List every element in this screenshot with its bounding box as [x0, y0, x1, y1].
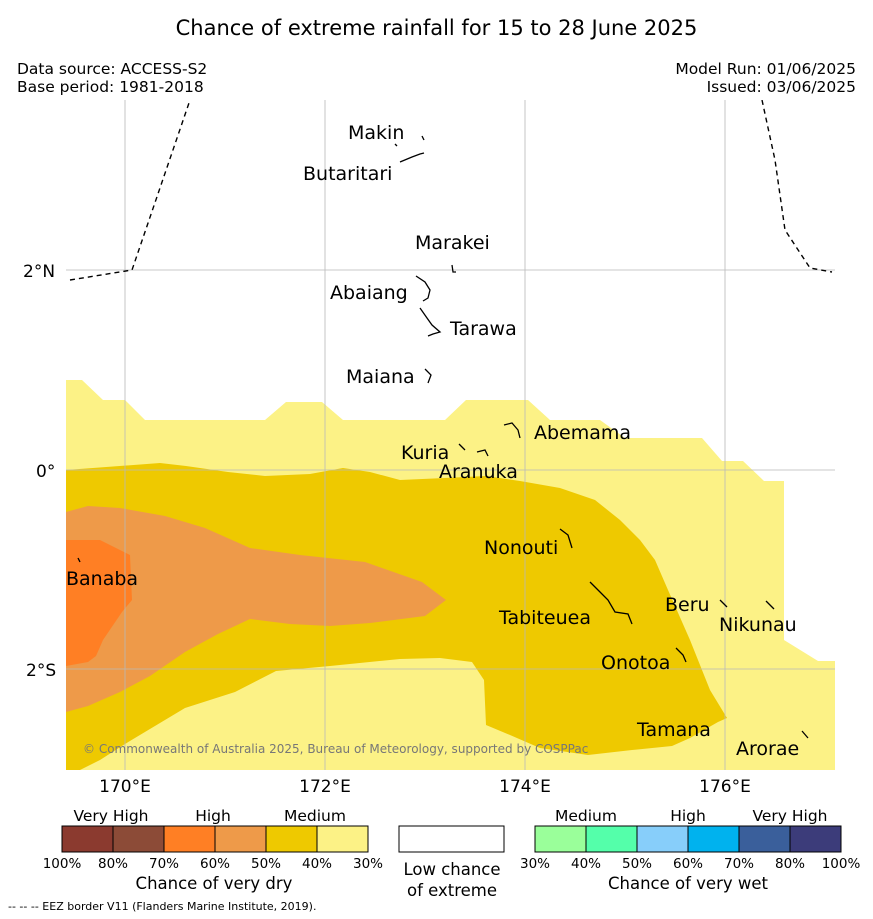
island-label-beru: Beru — [665, 594, 710, 616]
island-label-marakei: Marakei — [415, 232, 490, 254]
lat-label: 2°S — [26, 661, 56, 681]
legend-wet-percent-label: 60% — [673, 856, 703, 872]
island-label-butaritari: Butaritari — [303, 163, 392, 185]
legend-dry-percents: 100% 80% 70% 60% 50% 40% 30% — [43, 856, 383, 872]
legend-low-chance: Low chance of extreme — [398, 825, 505, 900]
legend-wet-percent-label: 30% — [520, 856, 550, 872]
run-info: Model Run: 01/06/2025 Issued: 03/06/2025 — [675, 60, 856, 96]
lat-label: 0° — [36, 462, 55, 482]
legend-wet-category: High — [670, 807, 706, 825]
island-label-banaba: Banaba — [66, 568, 138, 590]
legend-wet: Medium High Very High 30% 40% 50% 60% 70% 80%… — [520, 807, 860, 893]
legend-wet-swatch — [687, 825, 740, 853]
legend-wet-category: Medium — [555, 807, 617, 825]
legend-wet-percent-label: 80% — [775, 856, 805, 872]
legend-wet-swatch — [534, 825, 587, 853]
legend-dry-swatch — [112, 825, 165, 853]
legend-wet-caption: Chance of very wet — [608, 874, 769, 893]
legend-dry-percent-label: 30% — [353, 856, 383, 872]
legend-dry-category: High — [195, 807, 231, 825]
island-label-tabiteuea: Tabiteuea — [498, 607, 591, 629]
base-period: Base period: 1981-2018 — [17, 78, 204, 96]
data-source-info: Data source: ACCESS-S2 Base period: 1981… — [17, 60, 207, 96]
map-title: Chance of extreme rainfall for 15 to 28 … — [175, 16, 698, 40]
island-label-makin: Makin — [348, 122, 404, 144]
island-label-arorae: Arorae — [736, 738, 799, 760]
data-source: Data source: ACCESS-S2 — [17, 60, 208, 78]
legend-wet-swatches — [534, 825, 842, 853]
legend-wet-category: Very High — [752, 807, 827, 825]
zone-high-dry-strong — [66, 540, 132, 666]
legend-wet-percent-label: 40% — [571, 856, 601, 872]
lon-label: 170°E — [99, 777, 151, 797]
lon-label: 176°E — [699, 777, 751, 797]
legend-dry-swatches — [61, 825, 369, 853]
island-label-nikunau: Nikunau — [719, 614, 797, 636]
latitude-labels: 2°N 0° 2°S — [23, 262, 56, 681]
legend-low-swatch — [398, 825, 505, 853]
model-run: Model Run: 01/06/2025 — [675, 60, 856, 78]
legend-dry-percent-label: 60% — [200, 856, 230, 872]
legend-wet-swatch — [738, 825, 791, 853]
eez-border — [69, 100, 833, 281]
legend-wet-percents: 30% 40% 50% 60% 70% 80% 100% — [520, 856, 860, 872]
lat-label: 2°N — [23, 262, 55, 282]
island-label-maiana: Maiana — [346, 366, 415, 388]
legend-low-caption-1: Low chance — [403, 860, 500, 879]
legend-dry-swatch — [316, 825, 369, 853]
legend-wet-swatch — [636, 825, 689, 853]
issued-date: Issued: 03/06/2025 — [706, 78, 856, 96]
island-label-abemama: Abemama — [534, 422, 631, 444]
legend-dry-swatch — [214, 825, 267, 853]
zone-high-dry — [66, 506, 446, 712]
legend-dry-category: Medium — [284, 807, 346, 825]
legend-wet-swatch — [585, 825, 638, 853]
legend-dry-caption: Chance of very dry — [136, 874, 293, 893]
island-label-tamana: Tamana — [636, 719, 711, 741]
legend-dry-swatch — [163, 825, 216, 853]
legend-dry-percent-label: 100% — [43, 856, 82, 872]
legend-dry-percent-label: 40% — [302, 856, 332, 872]
island-outlines — [77, 135, 809, 739]
graticule — [66, 100, 835, 770]
island-label-nonouti: Nonouti — [484, 537, 558, 559]
map-area — [66, 100, 835, 770]
island-label-onotoa: Onotoa — [601, 652, 670, 674]
island-label-aranuka: Aranuka — [439, 461, 518, 483]
legend-wet-percent-label: 50% — [622, 856, 652, 872]
legend-dry-percent-label: 50% — [251, 856, 281, 872]
copyright-notice: © Commonwealth of Australia 2025, Bureau… — [83, 742, 589, 756]
legend-dry-category: Very High — [73, 807, 148, 825]
eez-border-note: -- -- -- EEZ border V11 (Flanders Marine… — [8, 900, 317, 913]
legend-wet-swatch — [789, 825, 842, 853]
longitude-labels: 170°E 172°E 174°E 176°E — [99, 777, 751, 797]
island-label-tarawa: Tarawa — [449, 318, 517, 340]
island-labels: Makin Butaritari Marakei Abaiang Tarawa … — [66, 122, 799, 760]
island-label-abaiang: Abaiang — [330, 282, 408, 304]
lon-label: 174°E — [499, 777, 551, 797]
legend-wet-percent-label: 70% — [724, 856, 754, 872]
legend-dry: Very High High Medium 100% 80% 70% 60% 50% 40… — [43, 807, 383, 893]
legend-dry-percent-label: 80% — [98, 856, 128, 872]
legend-low-caption-2: of extreme — [407, 881, 497, 900]
lon-label: 172°E — [299, 777, 351, 797]
legend-dry-percent-label: 70% — [149, 856, 179, 872]
legend-dry-swatch — [265, 825, 318, 853]
island-label-kuria: Kuria — [401, 442, 449, 464]
legend-dry-swatch — [61, 825, 114, 853]
legend-wet-percent-label: 100% — [822, 856, 861, 872]
